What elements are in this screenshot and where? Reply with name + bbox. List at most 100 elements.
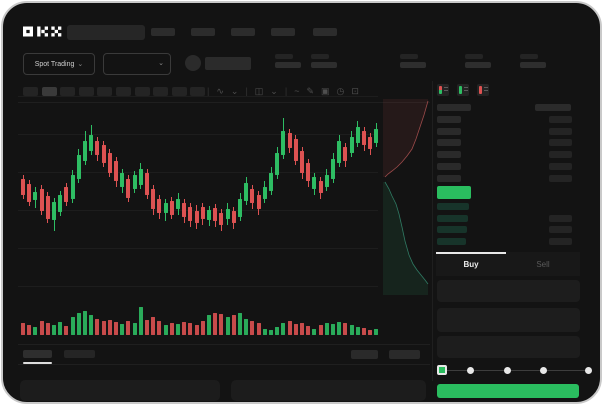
trade-input-field[interactable] [437, 280, 580, 302]
volume-bar [194, 325, 199, 335]
bottom-panel-right[interactable] [231, 380, 426, 401]
candle-up [238, 199, 242, 217]
bottom-tab-active[interactable] [23, 350, 52, 358]
candle-type-icon[interactable]: ◫ [254, 86, 264, 96]
depth-asks-area [383, 99, 428, 177]
timeframe-button[interactable] [97, 87, 113, 96]
slider-stop-dot[interactable] [504, 367, 511, 374]
bottom-action-pill[interactable] [351, 350, 378, 359]
trade-input-field[interactable] [437, 308, 580, 332]
slider-stop-dot[interactable] [585, 367, 592, 374]
bottom-tab[interactable] [64, 350, 95, 358]
amount-slider-track[interactable] [439, 370, 591, 371]
slider-stop-dot[interactable] [540, 367, 547, 374]
timeframe-button[interactable] [134, 87, 150, 96]
camera-icon[interactable]: ▣ [321, 86, 330, 96]
volume-bar [151, 317, 156, 335]
volume-bar [281, 323, 286, 335]
orderbook-bid-price[interactable] [437, 214, 468, 222]
orderbook-ask-price[interactable] [437, 174, 461, 182]
nav-item-placeholder[interactable] [313, 28, 337, 36]
orderbook-bid-amount [549, 226, 572, 233]
candle-up [374, 129, 379, 143]
orderbook-bid-price[interactable] [437, 203, 469, 210]
orderbook-ask-amount [549, 162, 572, 170]
orderbook-ask-price[interactable] [437, 116, 461, 123]
candle-down [95, 141, 100, 155]
book-bids-icon[interactable] [457, 84, 469, 96]
ticker-stat-value [311, 62, 337, 68]
timeframe-button[interactable] [23, 87, 38, 96]
volume-bar [256, 323, 261, 335]
orderbook-ask-price[interactable] [437, 151, 461, 159]
coin-logo-icon [185, 55, 201, 71]
bottom-panel-left[interactable] [20, 380, 220, 401]
volume-bar [107, 320, 112, 335]
book-asks-icon[interactable] [477, 84, 489, 96]
pencil-icon[interactable]: ✎ [306, 86, 314, 96]
chevron-down-icon[interactable]: ⌄ [270, 86, 278, 96]
buy-submit-button[interactable] [437, 384, 579, 398]
toolbar-separator [18, 102, 430, 103]
last-price-badge[interactable] [437, 186, 471, 199]
book-both-icon[interactable] [437, 84, 449, 96]
candle-down [64, 187, 69, 202]
fullscreen-icon[interactable]: ⊡ [351, 86, 359, 96]
candle-up [70, 175, 75, 199]
candle-down [343, 147, 348, 161]
ticker-stat-value [520, 62, 546, 68]
chart-toolbar-icons: | ∿ ⌄ | ◫ ⌄ | ~ ✎ ▣ ◷ ⊡ [207, 83, 359, 99]
slider-stop-dot[interactable] [467, 367, 474, 374]
slider-handle[interactable] [437, 365, 447, 375]
timeframe-button[interactable] [60, 87, 76, 96]
volume-bar [45, 323, 50, 335]
nav-item-placeholder[interactable] [191, 28, 215, 36]
timeframe-button[interactable] [190, 87, 206, 96]
candle-down [169, 201, 174, 215]
toggle-color-column [479, 86, 482, 94]
search-input[interactable] [67, 25, 145, 40]
volume-bar [145, 320, 149, 335]
ticker-stat-value [400, 62, 426, 68]
chevron-down-icon[interactable]: ⌄ [230, 86, 239, 96]
orderbook-bid-amount [549, 214, 572, 222]
volume-bar [244, 319, 249, 335]
volume-bar [163, 325, 168, 335]
volume-bar [83, 311, 87, 335]
market-type-dropdown[interactable]: Spot Trading ⌄ [23, 53, 95, 75]
volume-bar [132, 323, 137, 335]
volume-bar [27, 325, 32, 335]
orderbook-ask-price[interactable] [437, 127, 461, 135]
timeframe-button[interactable] [171, 87, 187, 96]
bottom-tabs-separator [18, 364, 430, 365]
bottom-action-pill[interactable] [389, 350, 420, 359]
candle-up [176, 199, 180, 209]
volume-bar [275, 327, 280, 335]
nav-item-placeholder[interactable] [271, 28, 295, 36]
line-tool-icon[interactable]: ~ [294, 86, 300, 96]
candle-down [114, 161, 118, 181]
timeframe-button[interactable] [116, 87, 131, 96]
candle-down [126, 179, 131, 198]
orderbook-ask-price[interactable] [437, 139, 461, 147]
tab-sell[interactable]: Sell [506, 252, 580, 276]
wave-indicator-icon[interactable]: ∿ [216, 86, 224, 96]
trade-input-field[interactable] [437, 336, 580, 358]
candle-up [132, 175, 137, 189]
volume-bar [331, 324, 335, 335]
candle-down [293, 139, 298, 161]
nav-item-placeholder[interactable] [231, 28, 255, 36]
history-icon[interactable]: ◷ [336, 86, 345, 96]
orderbook-bid-price[interactable] [437, 226, 467, 233]
tab-buy[interactable]: Buy [436, 252, 506, 276]
orderbook-ask-amount [549, 139, 572, 147]
orderbook-bid-price[interactable] [437, 237, 466, 245]
timeframe-button[interactable] [153, 87, 169, 96]
nav-item-placeholder[interactable] [151, 28, 175, 36]
pair-selector-dropdown[interactable]: ⌄ [103, 53, 171, 75]
ticker-stat-value [275, 62, 301, 68]
timeframe-button[interactable] [41, 87, 57, 96]
orderbook-ask-price[interactable] [437, 162, 461, 170]
volume-bar [324, 323, 329, 335]
timeframe-button[interactable] [78, 87, 94, 96]
